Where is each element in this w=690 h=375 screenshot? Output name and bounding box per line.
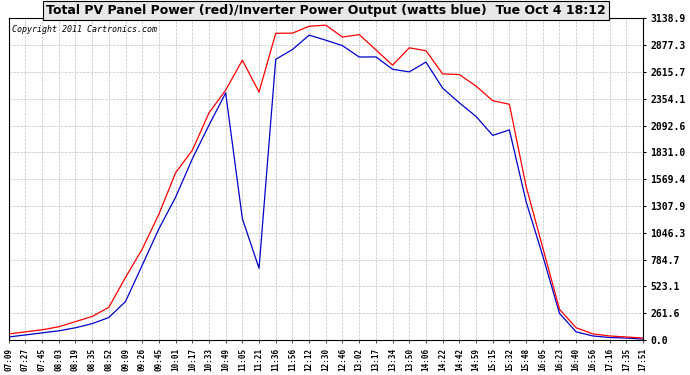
Title: Total PV Panel Power (red)/Inverter Power Output (watts blue)  Tue Oct 4 18:12: Total PV Panel Power (red)/Inverter Powe… — [46, 4, 606, 17]
Text: Copyright 2011 Cartronics.com: Copyright 2011 Cartronics.com — [12, 25, 157, 34]
